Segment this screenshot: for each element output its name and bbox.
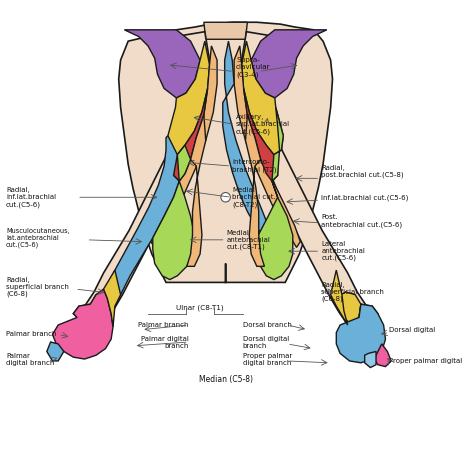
Polygon shape xyxy=(234,46,301,247)
Polygon shape xyxy=(336,304,385,363)
Polygon shape xyxy=(374,344,391,366)
Polygon shape xyxy=(153,145,194,280)
Polygon shape xyxy=(257,108,293,280)
Polygon shape xyxy=(242,41,283,155)
Text: Palmar branch: Palmar branch xyxy=(138,322,189,328)
Text: Dorsal digital: Dorsal digital xyxy=(389,327,436,333)
Circle shape xyxy=(221,192,230,202)
Polygon shape xyxy=(331,270,347,325)
Text: Lateral
antebrachial
cut.(C5-6): Lateral antebrachial cut.(C5-6) xyxy=(321,241,365,262)
Polygon shape xyxy=(124,30,200,98)
Text: Radial,
superficial branch
(C6-8): Radial, superficial branch (C6-8) xyxy=(6,277,69,297)
Polygon shape xyxy=(118,22,333,283)
Polygon shape xyxy=(70,32,210,344)
Polygon shape xyxy=(223,41,268,235)
Text: Supra-
clavicular
(C3-4): Supra- clavicular (C3-4) xyxy=(236,57,271,78)
Text: Ulnar (C8-T1): Ulnar (C8-T1) xyxy=(176,305,224,311)
Text: Inf.lat.brachial cut.(C5-6): Inf.lat.brachial cut.(C5-6) xyxy=(321,194,409,201)
Polygon shape xyxy=(173,89,208,181)
Text: Proper palmar digital: Proper palmar digital xyxy=(389,358,463,364)
Polygon shape xyxy=(359,304,378,318)
Text: Axillary,
sup.lat.brachial
cut.(C5-6): Axillary, sup.lat.brachial cut.(C5-6) xyxy=(236,114,290,135)
Polygon shape xyxy=(47,342,64,361)
Text: Medial
antebrachial
cut.(C8-T1): Medial antebrachial cut.(C8-T1) xyxy=(227,229,271,250)
Polygon shape xyxy=(242,32,382,344)
Polygon shape xyxy=(251,30,327,98)
Polygon shape xyxy=(244,89,278,181)
Polygon shape xyxy=(73,304,92,318)
Polygon shape xyxy=(204,22,247,39)
Text: Proper palmar
digital branch: Proper palmar digital branch xyxy=(243,353,292,365)
Text: intercosto-
brachial (T2): intercosto- brachial (T2) xyxy=(232,159,277,173)
Text: Palmar digital
branch: Palmar digital branch xyxy=(141,336,189,348)
Polygon shape xyxy=(187,115,206,266)
Text: Dorsal branch: Dorsal branch xyxy=(243,322,292,328)
Text: Dorsal digital
branch: Dorsal digital branch xyxy=(243,336,289,348)
Polygon shape xyxy=(246,115,264,266)
Text: Radial,
inf.lat.brachial
cut.(C5-6): Radial, inf.lat.brachial cut.(C5-6) xyxy=(6,187,56,208)
Text: Radial,
post.brachial cut.(C5-8): Radial, post.brachial cut.(C5-8) xyxy=(321,165,404,179)
Polygon shape xyxy=(151,46,217,247)
Text: Palmar
digital branch: Palmar digital branch xyxy=(6,353,55,365)
Polygon shape xyxy=(53,289,113,359)
Text: Palmar branch: Palmar branch xyxy=(6,331,56,337)
Text: Radial,
superficial branch
(C6-8): Radial, superficial branch (C6-8) xyxy=(321,282,384,302)
Polygon shape xyxy=(336,292,361,323)
Text: Post.
antebrachial cut.(C5-6): Post. antebrachial cut.(C5-6) xyxy=(321,214,402,228)
Polygon shape xyxy=(103,270,120,327)
Text: Median (C5-8): Median (C5-8) xyxy=(199,375,253,384)
Polygon shape xyxy=(91,292,115,323)
Polygon shape xyxy=(365,352,376,367)
Text: Medial
brachial cut.
(C8-T2): Medial brachial cut. (C8-T2) xyxy=(232,187,276,208)
Polygon shape xyxy=(92,136,179,325)
Polygon shape xyxy=(168,41,210,155)
Text: Musculocutaneous,
lat.antebrachial
cut.(C5-6): Musculocutaneous, lat.antebrachial cut.(… xyxy=(6,228,70,248)
